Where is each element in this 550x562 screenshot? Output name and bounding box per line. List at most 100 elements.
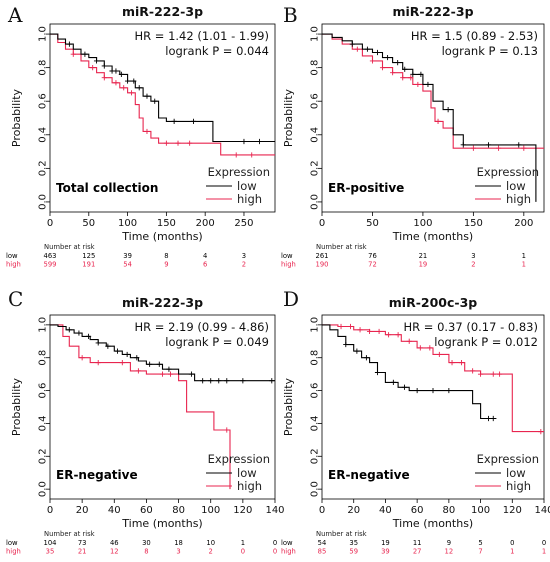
risk-row-label-low: low [281,539,293,547]
risk-count-low: 10 [206,539,215,547]
legend-entry-low: low [506,466,526,480]
censor-mark-high [249,152,255,158]
risk-count-low: 261 [316,252,329,260]
y-tick-label: 0.2 [310,448,321,464]
censor-mark-low [418,71,424,77]
survival-curve-high [50,324,231,490]
censor-mark-low [343,341,349,348]
censor-mark-low [101,63,107,69]
x-axis-label: Time (months) [121,230,202,243]
survival-curve-low [322,324,497,420]
risk-count-high: 21 [78,548,87,556]
censor-mark-low [105,343,111,349]
y-tick-label: 0.0 [310,481,321,497]
censor-mark-high [224,427,230,433]
risk-count-high: 85 [318,548,327,556]
logrank-p: logrank P = 0.13 [442,44,538,58]
risk-count-low: 39 [123,252,132,260]
risk-count-low: 1 [241,539,245,547]
censor-mark-low [374,369,381,376]
x-tick-label: 40 [379,505,392,516]
legend-entry-high: high [237,479,262,493]
censor-mark-low [113,68,119,74]
y-axis-label: Probability [10,88,23,147]
y-axis-label: Probability [282,377,295,436]
censor-mark-high [495,145,502,151]
x-tick-label: 0 [319,505,325,516]
risk-row-label-low: low [6,539,18,547]
x-tick-label: 100 [413,218,432,229]
censor-mark-low [485,415,492,422]
risk-table-header: Number at risk [316,243,367,251]
risk-count-high: 0 [273,548,277,556]
censor-mark-low [241,138,247,145]
risk-count-low: 4 [203,252,207,260]
risk-table-header: Number at risk [44,530,95,538]
risk-count-low: 104 [44,539,57,547]
y-tick-label: 0.8 [38,60,49,76]
y-tick-label: 1.0 [38,317,49,333]
censor-mark-high [144,128,150,135]
censor-mark-low [401,384,408,390]
censor-mark-low [147,361,153,367]
censor-mark-high [79,355,85,361]
censor-mark-high [128,90,135,96]
censor-mark-high [538,429,544,435]
logrank-p: logrank P = 0.044 [165,44,269,58]
panel-letter: B [283,3,298,27]
censor-mark-high [338,323,344,330]
censor-mark-low [363,355,369,361]
hazard-ratio: HR = 2.19 (0.99 - 4.86) [135,320,270,334]
censor-mark-low [166,366,172,372]
risk-count-low: 1 [522,252,526,260]
censor-mark-low [516,142,522,148]
censor-mark-low [460,142,466,148]
panel-letter: D [283,287,299,311]
x-tick-label: 140 [265,505,284,516]
risk-count-high: 2 [242,261,246,269]
risk-count-high: 0 [241,548,245,556]
censor-mark-low [485,142,492,148]
y-tick-label: 0.4 [38,415,49,431]
risk-count-low: 0 [510,539,514,547]
risk-row-label-high: high [6,548,21,556]
x-tick-label: 150 [464,218,483,229]
censor-mark-high [395,332,401,338]
hazard-ratio: HR = 0.37 (0.17 - 0.83) [404,320,539,334]
y-tick-label: 0.8 [38,350,49,366]
censor-mark-high [490,371,496,377]
censor-mark-low [410,71,416,77]
x-tick-label: 0 [47,218,53,229]
plot-frame [321,314,545,500]
x-axis-label: Time (months) [392,517,473,530]
y-tick-label: 0.2 [38,160,49,176]
censor-mark-high [366,328,373,335]
risk-count-high: 7 [478,548,482,556]
risk-count-low: 35 [349,539,358,547]
censor-mark-high [187,140,193,146]
plot-frame [49,23,276,213]
legend-title: Expression [477,165,539,179]
censor-mark-low [395,60,401,66]
censor-mark-high [458,360,465,366]
legend-entry-high: high [506,479,531,493]
censor-mark-low [131,78,137,84]
subset-label: ER-negative [56,468,138,482]
legend-entry-low: low [237,466,257,480]
censor-mark-high [408,75,414,81]
censor-mark-high [386,332,392,338]
risk-count-high: 3 [176,548,180,556]
x-tick-label: 50 [82,218,95,229]
censor-mark-high [119,360,125,366]
censor-mark-high [449,360,455,366]
censor-mark-low [118,71,124,77]
risk-count-high: 191 [82,261,95,269]
risk-count-low: 3 [471,252,475,260]
legend-title: Expression [477,452,539,466]
risk-table-header: Number at risk [44,243,95,251]
x-tick-label: 100 [118,218,137,229]
risk-count-high: 35 [46,548,55,556]
censor-mark-low [208,378,214,384]
x-tick-label: 40 [108,505,121,516]
